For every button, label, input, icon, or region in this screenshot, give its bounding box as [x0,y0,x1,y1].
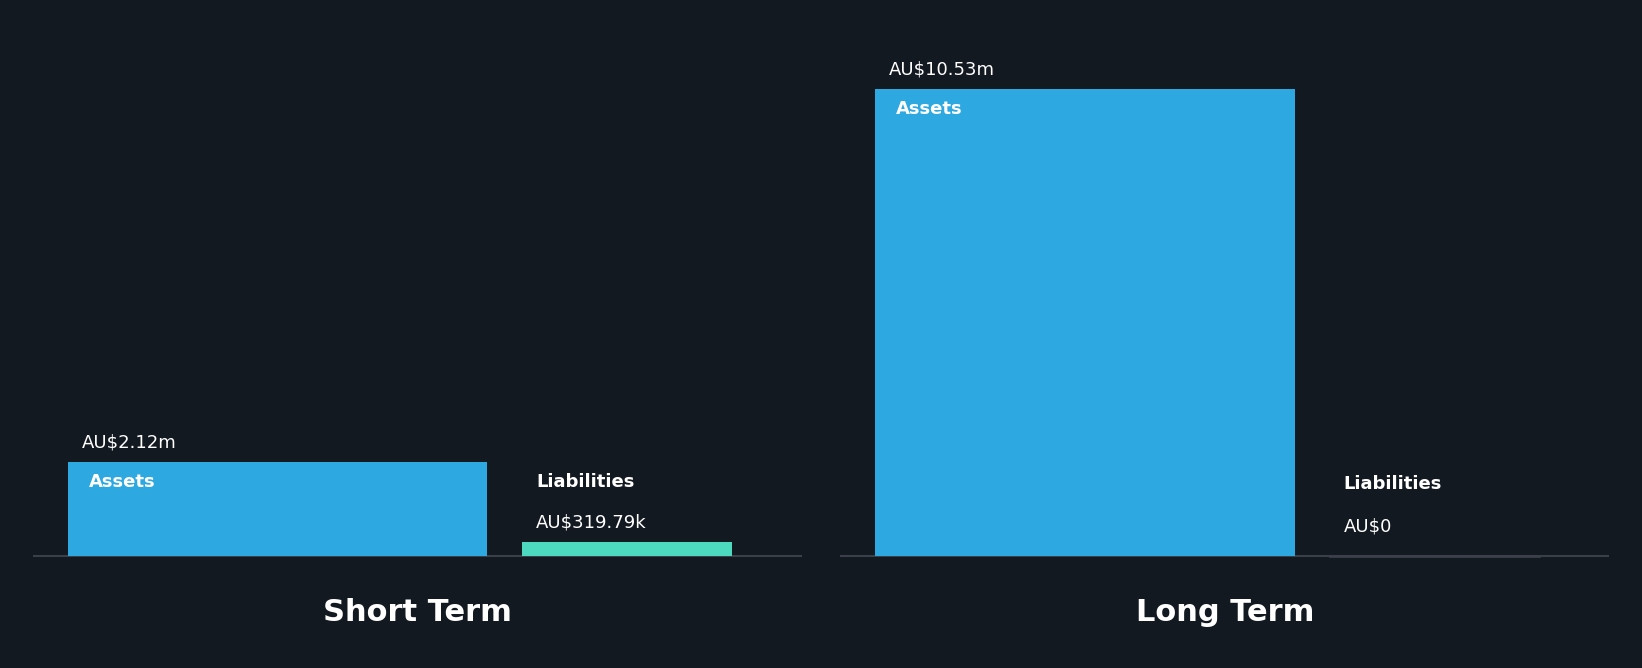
Text: AU$319.79k: AU$319.79k [537,514,647,532]
Bar [875,90,1294,556]
Text: Assets: Assets [897,100,962,118]
Text: Liabilities: Liabilities [1343,476,1442,494]
Text: AU$2.12m: AU$2.12m [82,434,177,452]
Text: AU$0: AU$0 [1343,517,1392,535]
Bar [522,542,732,556]
Text: Liabilities: Liabilities [537,473,634,491]
Bar [67,462,488,556]
Text: Short Term: Short Term [323,598,512,627]
Text: Assets: Assets [89,473,156,491]
Text: Long Term: Long Term [1136,598,1314,627]
Text: AU$10.53m: AU$10.53m [890,61,995,79]
